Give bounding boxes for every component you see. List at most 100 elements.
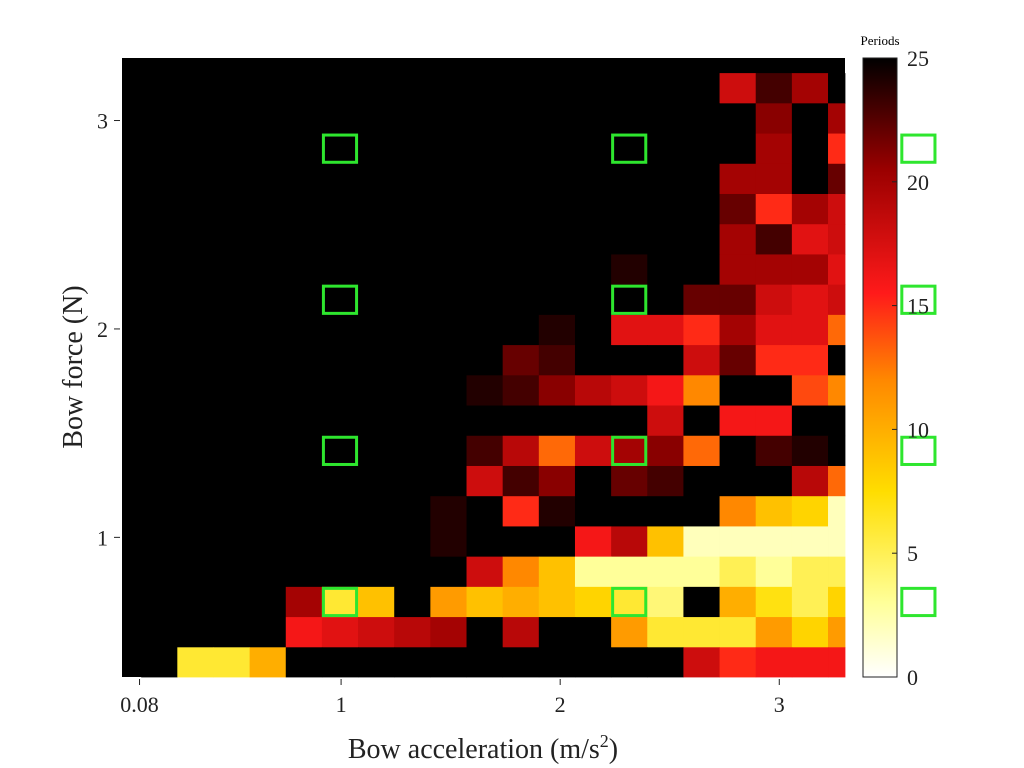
heatmap-cell: [141, 465, 178, 497]
heatmap-cell: [321, 375, 359, 406]
x-axis: 0.08 1 2 3: [120, 679, 785, 717]
heatmap-cell: [285, 435, 323, 467]
heatmap-cell: [611, 254, 648, 286]
heatmap-cell: [538, 556, 576, 588]
heatmap-cell: [719, 254, 757, 286]
heatmap-cell: [611, 647, 648, 678]
heatmap-cell: [683, 465, 720, 497]
heatmap-cell: [358, 133, 395, 165]
heatmap-cell: [502, 496, 540, 527]
heatmap-cell: [719, 314, 757, 346]
heatmap-cell: [213, 163, 251, 195]
heatmap-cell: [285, 133, 323, 165]
heatmap-cell: [394, 375, 431, 406]
heatmap-cell: [141, 254, 178, 286]
heatmap-cell: [828, 73, 846, 104]
heatmap-cell: [828, 103, 846, 134]
heatmap-cell: [611, 375, 648, 406]
heatmap-cell: [358, 465, 395, 497]
heatmap-cell: [683, 405, 720, 437]
heatmap-cell: [141, 193, 178, 225]
heatmap-cell: [430, 193, 467, 225]
heatmap-cell: [321, 647, 359, 678]
heatmap-cell: [177, 375, 214, 406]
heatmap-cell: [213, 465, 251, 497]
heatmap-cell: [828, 465, 846, 497]
heatmap-cell: [828, 254, 846, 286]
heatmap-cell: [285, 73, 323, 104]
heatmap-cell: [828, 586, 846, 618]
heatmap-cell: [791, 133, 829, 165]
highlight-boxes: [321, 133, 937, 618]
heatmap-cell: [755, 526, 793, 558]
heatmap-cell: [611, 224, 648, 255]
heatmap-cell: [358, 435, 395, 467]
heatmap-cell: [611, 345, 648, 376]
heatmap-cell: [755, 284, 793, 316]
x-tick-label: 1: [336, 692, 347, 717]
heatmap-cell: [719, 556, 757, 588]
heatmap-cell: [791, 163, 829, 195]
heatmap-cell: [466, 435, 504, 467]
heatmap-cell: [213, 224, 251, 255]
heatmap-cell: [538, 73, 576, 104]
heatmap-cell: [249, 163, 287, 195]
heatmap-cell: [611, 133, 648, 165]
heatmap-cell: [683, 193, 720, 225]
heatmap-cell: [141, 617, 178, 648]
heatmap-cell: [394, 647, 431, 678]
heatmap-cell: [321, 163, 359, 195]
heatmap-cell: [141, 405, 178, 437]
heatmap-cell: [828, 193, 846, 225]
heatmap-cell: [647, 73, 684, 104]
heatmap-cell: [828, 345, 846, 376]
heatmap-cell: [755, 314, 793, 346]
heatmap-cell: [285, 617, 323, 648]
heatmap-cell: [502, 163, 540, 195]
heatmap-cell: [358, 617, 395, 648]
heatmap-cell: [249, 556, 287, 588]
heatmap-cell: [394, 496, 431, 527]
heatmap-cell: [755, 193, 793, 225]
heatmap-cell: [502, 224, 540, 255]
heatmap-cell: [177, 465, 214, 497]
heatmap-cell: [285, 556, 323, 588]
heatmap-cell: [358, 73, 395, 104]
heatmap-cell: [321, 314, 359, 346]
heatmap-cell: [538, 647, 576, 678]
heatmap-cell: [466, 526, 504, 558]
heatmap-cell: [394, 193, 431, 225]
heatmap-cell: [321, 103, 359, 134]
heatmap-cell: [177, 314, 214, 346]
heatmap-cell: [719, 163, 757, 195]
heatmap-cell: [791, 586, 829, 618]
heatmap-cell: [502, 254, 540, 286]
heatmap-cell: [430, 526, 467, 558]
heatmap-cell: [430, 647, 467, 678]
heatmap-cell: [141, 224, 178, 255]
highlight-box: [611, 133, 648, 164]
heatmap-cell: [466, 617, 504, 648]
heatmap-cell: [285, 526, 323, 558]
heatmap-cell: [358, 314, 395, 346]
highlight-box: [900, 133, 937, 164]
heatmap-cell: [719, 193, 757, 225]
heatmap-cell: [249, 617, 287, 648]
heatmap-cell: [430, 254, 467, 286]
heatmap-cell: [574, 73, 612, 104]
heatmap-cell: [647, 314, 684, 346]
heatmap-cell: [574, 465, 612, 497]
y-axis: 1 2 3: [97, 109, 120, 550]
x-tick-label: 2: [555, 692, 566, 717]
heatmap-cell: [502, 73, 540, 104]
heatmap-cell: [647, 526, 684, 558]
heatmap-cell: [466, 465, 504, 497]
heatmap-cell: [502, 647, 540, 678]
heatmap-cell: [466, 586, 504, 618]
heatmap-cell: [430, 556, 467, 588]
x-tick-label: 0.08: [120, 692, 159, 717]
heatmap-cell: [141, 586, 178, 618]
heatmap-cell: [358, 405, 395, 437]
heatmap-cell: [141, 314, 178, 346]
colorbar-gradient: [862, 57, 898, 678]
